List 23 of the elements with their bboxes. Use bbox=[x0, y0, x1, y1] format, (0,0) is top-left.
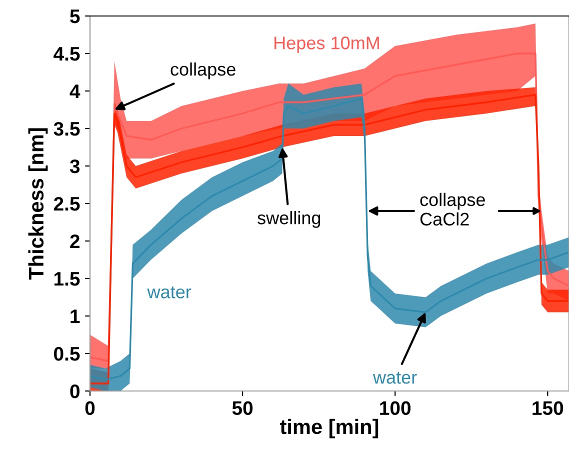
y-tick-label: 1 bbox=[70, 310, 80, 324]
annotation: swelling bbox=[258, 211, 320, 228]
y-tick-label: 4 bbox=[70, 84, 80, 98]
x-tick-label: 50 bbox=[232, 401, 253, 416]
y-tick-label: 5 bbox=[70, 10, 80, 24]
annotation: water bbox=[372, 372, 417, 384]
y-tick-label: 2 bbox=[70, 234, 80, 248]
y-tick-label: 0.5 bbox=[54, 346, 80, 361]
y-tick-label: 0 bbox=[70, 384, 80, 398]
y-tick-label: 3.5 bbox=[54, 122, 80, 136]
y-tick-label: 4.5 bbox=[54, 47, 80, 61]
series-label: water bbox=[147, 286, 192, 298]
x-tick-label: 150 bbox=[532, 401, 564, 416]
series-label: Hepes 10mM bbox=[274, 36, 379, 53]
x-axis-title: time [min] bbox=[280, 418, 378, 438]
annotation: collapse CaCl2 bbox=[420, 192, 485, 226]
y-tick-label: 3 bbox=[70, 159, 80, 174]
x-tick-label: 100 bbox=[380, 401, 411, 416]
annotation: collapse bbox=[170, 62, 236, 80]
y-tick-label: 2.5 bbox=[54, 196, 80, 211]
y-axis-title: Thickness [nm] bbox=[28, 128, 48, 280]
x-tick-label: 0 bbox=[85, 401, 95, 416]
y-tick-label: 1.5 bbox=[54, 272, 80, 286]
